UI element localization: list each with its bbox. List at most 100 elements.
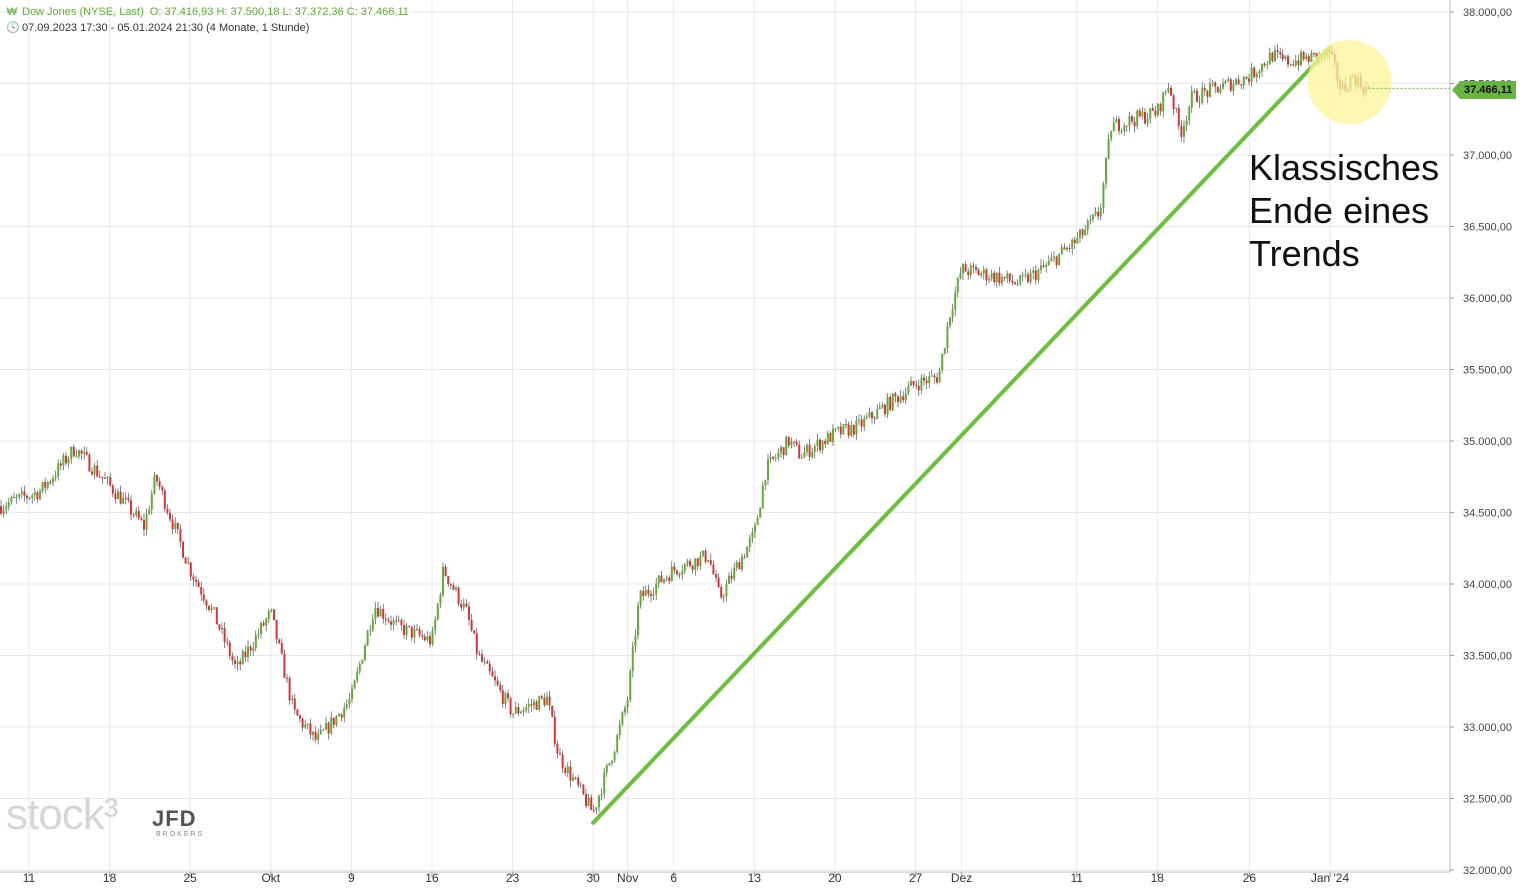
candle-up bbox=[306, 723, 309, 725]
candle-up bbox=[663, 579, 665, 583]
candle-up bbox=[364, 645, 366, 660]
candle-down bbox=[65, 455, 67, 464]
candle-down bbox=[468, 606, 470, 620]
candle-down bbox=[730, 575, 733, 579]
candle-down bbox=[923, 377, 925, 381]
candle-down bbox=[176, 522, 179, 530]
candle-down bbox=[1151, 108, 1154, 111]
y-tick-label: 33.500,00 bbox=[1463, 651, 1512, 663]
candle-up bbox=[899, 396, 902, 403]
candle-down bbox=[189, 562, 192, 577]
candle-down bbox=[1253, 67, 1256, 78]
candle-down bbox=[1229, 79, 1232, 91]
candle-up bbox=[943, 348, 946, 354]
candle-up bbox=[920, 377, 923, 391]
candle-down bbox=[286, 677, 288, 679]
candle-up bbox=[462, 603, 465, 608]
x-tick-label: 30 bbox=[586, 871, 600, 885]
candle-up bbox=[769, 456, 772, 460]
candle-down bbox=[166, 508, 169, 514]
candle-up bbox=[722, 596, 725, 598]
candle-down bbox=[158, 481, 161, 488]
x-tick-label: 6 bbox=[670, 871, 677, 885]
y-tick-label: 33.000,00 bbox=[1463, 722, 1512, 734]
candle-down bbox=[712, 564, 715, 575]
candle-up bbox=[733, 567, 736, 579]
candle-down bbox=[340, 714, 343, 718]
candle-down bbox=[1302, 51, 1305, 60]
candle-down bbox=[564, 768, 567, 773]
x-tick-label: 11 bbox=[1070, 871, 1083, 885]
candle-up bbox=[369, 630, 372, 632]
candle-up bbox=[858, 419, 860, 421]
candle-up bbox=[634, 635, 637, 647]
candle-down bbox=[1248, 78, 1250, 82]
trendline bbox=[591, 45, 1332, 825]
candle-up bbox=[52, 478, 54, 483]
candle-down bbox=[1203, 88, 1206, 91]
candle-down bbox=[824, 440, 827, 444]
candle-down bbox=[296, 709, 299, 716]
candle-down bbox=[101, 477, 104, 479]
candle-up bbox=[1305, 56, 1308, 60]
x-tick-label: Jan '24 bbox=[1311, 871, 1350, 885]
candle-up bbox=[1094, 211, 1097, 215]
candle-down bbox=[556, 743, 559, 754]
candle-up bbox=[728, 575, 730, 584]
candle-down bbox=[137, 510, 140, 519]
candle-up bbox=[54, 476, 57, 479]
candle-up bbox=[397, 620, 400, 622]
candle-up bbox=[356, 671, 359, 681]
candle-down bbox=[998, 272, 1001, 284]
candle-down bbox=[111, 485, 114, 494]
candle-down bbox=[195, 579, 197, 582]
candle-down bbox=[293, 698, 296, 710]
x-tick-label: 11 bbox=[23, 871, 36, 885]
candle-up bbox=[699, 555, 702, 567]
candle-up bbox=[538, 696, 541, 710]
candle-up bbox=[842, 424, 845, 435]
candle-up bbox=[821, 440, 824, 451]
candle-down bbox=[36, 492, 39, 500]
candle-up bbox=[764, 479, 767, 486]
candle-down bbox=[839, 426, 842, 435]
candle-up bbox=[78, 450, 80, 457]
candle-down bbox=[569, 766, 572, 781]
candle-down bbox=[403, 625, 405, 635]
candle-up bbox=[637, 605, 639, 636]
candle-down bbox=[1237, 79, 1240, 85]
candle-down bbox=[1138, 110, 1141, 117]
candle-up bbox=[265, 618, 268, 626]
candle-up bbox=[1146, 118, 1149, 124]
candle-up bbox=[969, 265, 972, 275]
candle-up bbox=[330, 717, 333, 734]
candle-up bbox=[800, 457, 803, 459]
candle-up bbox=[67, 458, 70, 464]
candle-down bbox=[234, 660, 236, 665]
y-tick-label: 34.500,00 bbox=[1463, 508, 1512, 520]
candle-up bbox=[1105, 158, 1107, 184]
candle-down bbox=[481, 654, 483, 662]
candle-down bbox=[494, 676, 496, 681]
candle-down bbox=[1196, 90, 1198, 102]
candle-down bbox=[678, 574, 681, 576]
candle-down bbox=[1034, 270, 1037, 281]
candle-down bbox=[1027, 274, 1029, 283]
candlestick-series bbox=[0, 43, 1370, 815]
x-tick-label: 18 bbox=[1151, 871, 1165, 885]
candle-down bbox=[585, 794, 587, 806]
candle-up bbox=[1107, 139, 1110, 159]
candle-up bbox=[876, 409, 879, 419]
candle-down bbox=[936, 377, 938, 383]
candle-down bbox=[491, 671, 494, 677]
candle-down bbox=[1014, 282, 1016, 285]
candle-down bbox=[717, 577, 720, 587]
candle-down bbox=[327, 722, 330, 734]
candle-up bbox=[442, 566, 444, 595]
candle-down bbox=[897, 396, 899, 403]
candle-down bbox=[582, 784, 585, 795]
candle-down bbox=[473, 630, 476, 634]
candle-down bbox=[1055, 256, 1058, 266]
candle-down bbox=[1281, 54, 1284, 60]
candle-up bbox=[522, 710, 525, 713]
